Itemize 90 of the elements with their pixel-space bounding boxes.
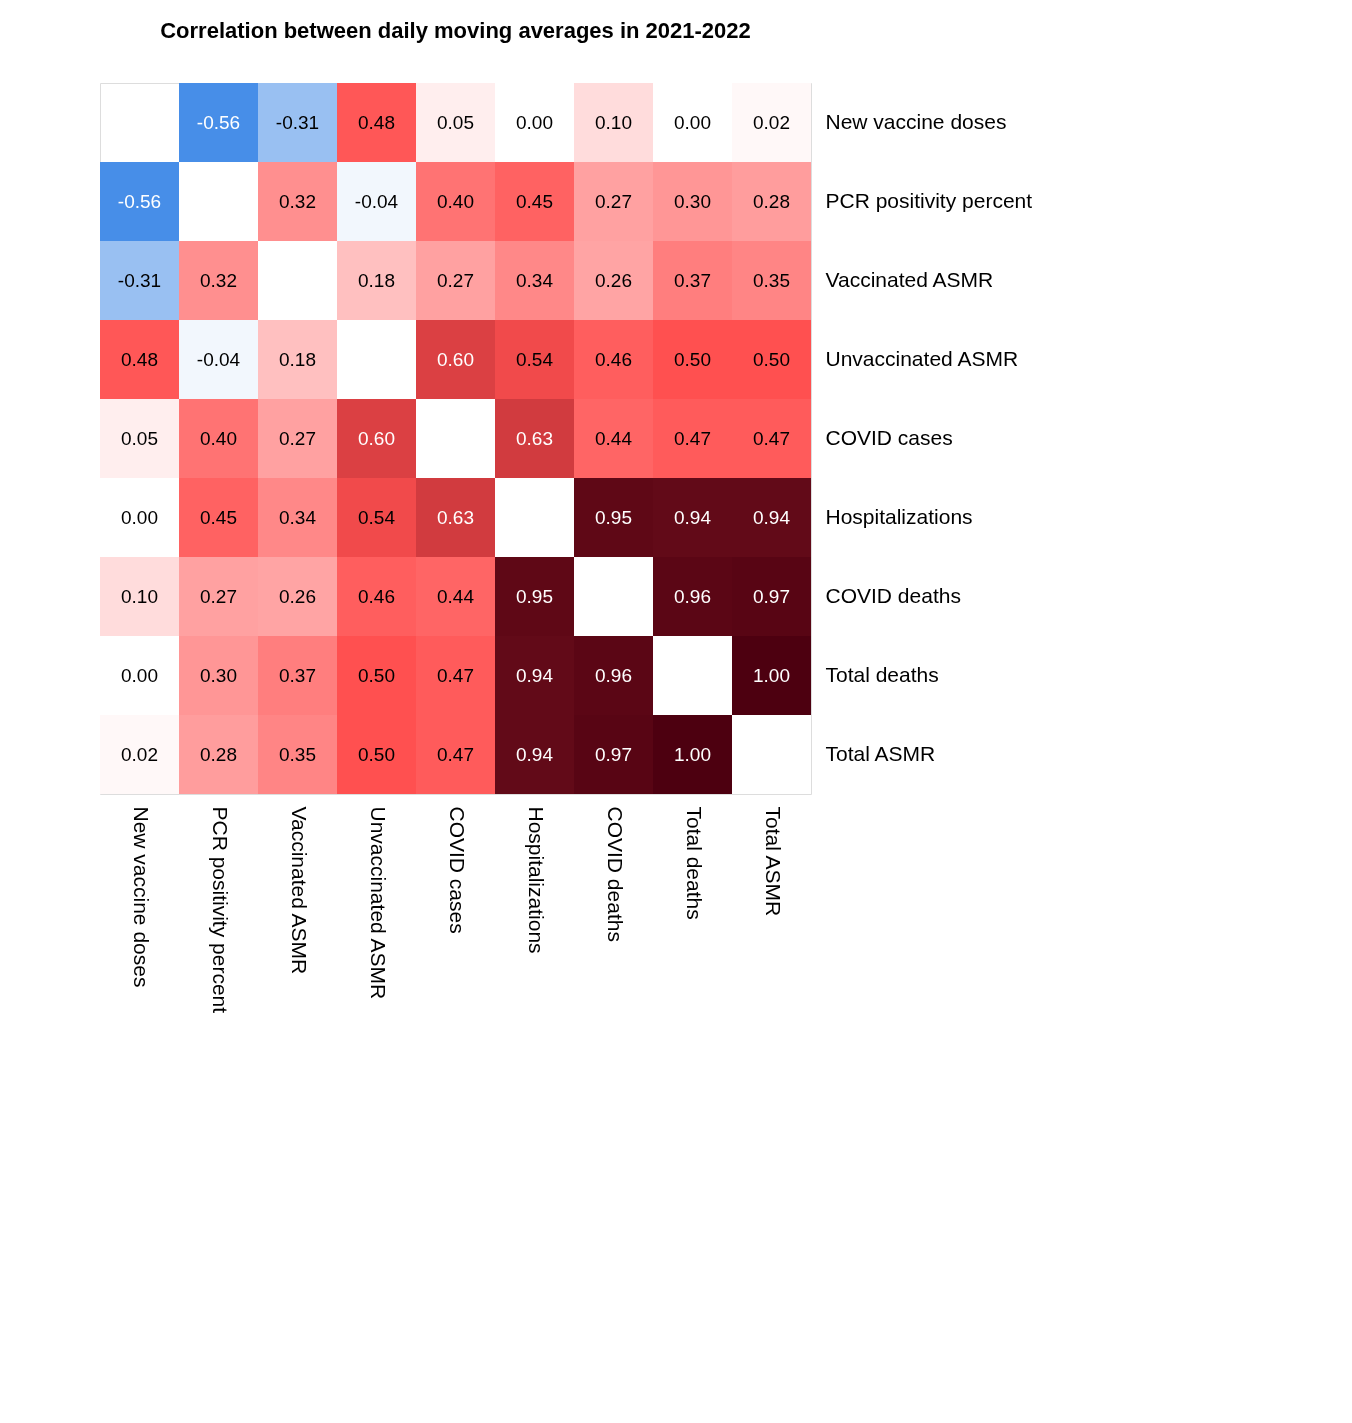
x-tick-label: PCR positivity percent [208, 806, 232, 1014]
data-label: 0.40 [437, 190, 474, 212]
data-label: 0.00 [121, 506, 158, 528]
data-label: 0.28 [753, 190, 790, 212]
data-label: 0.54 [516, 348, 554, 370]
data-label: -0.31 [117, 269, 162, 291]
data-label: 0.18 [279, 348, 316, 370]
data-label: 0.18 [358, 269, 395, 291]
data-label: 0.96 [595, 664, 632, 686]
data-label: 0.47 [437, 664, 474, 686]
data-label: 0.00 [674, 111, 711, 133]
y-tick-label: Total ASMR [825, 741, 936, 765]
data-label: -0.04 [354, 190, 399, 212]
data-label: 0.94 [516, 664, 554, 686]
data-label: 0.05 [437, 111, 474, 133]
data-label: 0.97 [595, 743, 632, 765]
data-label: 0.45 [200, 506, 237, 528]
data-label: 0.50 [674, 348, 711, 370]
data-label: 0.46 [358, 585, 395, 607]
data-label: 0.50 [358, 664, 395, 686]
data-label: -0.31 [275, 111, 320, 133]
data-label: 0.45 [516, 190, 553, 212]
data-label: 0.34 [279, 506, 317, 528]
data-label: 0.05 [121, 427, 158, 449]
data-label: 0.94 [753, 506, 791, 528]
data-label: 0.54 [358, 506, 396, 528]
data-label: 0.26 [279, 585, 316, 607]
x-tick-label: Total deaths [682, 806, 706, 920]
x-tick-label: COVID deaths [603, 806, 627, 942]
data-label: 0.60 [437, 348, 474, 370]
x-tick-label: COVID cases [445, 806, 469, 934]
data-label: 0.60 [358, 427, 395, 449]
data-label: -0.04 [196, 348, 241, 370]
data-label: 1.00 [753, 664, 790, 686]
data-label: 0.30 [674, 190, 711, 212]
y-tick-label: Vaccinated ASMR [825, 267, 994, 291]
data-label: 0.46 [595, 348, 632, 370]
data-label: 0.00 [516, 111, 553, 133]
data-label: 0.95 [595, 506, 632, 528]
y-tick-label: Unvaccinated ASMR [825, 346, 1019, 370]
data-label: 0.10 [121, 585, 158, 607]
data-label: 0.47 [437, 743, 474, 765]
data-label: 0.63 [516, 427, 553, 449]
y-tick-label: Hospitalizations [825, 504, 973, 528]
data-label: 1.00 [674, 743, 711, 765]
data-label: 0.35 [753, 269, 790, 291]
data-label: 0.44 [437, 585, 475, 607]
data-label: 0.40 [200, 427, 237, 449]
x-tick-label: New vaccine doses [129, 806, 153, 988]
data-label: 0.37 [674, 269, 711, 291]
data-label: 0.26 [595, 269, 632, 291]
data-label: 0.30 [200, 664, 237, 686]
data-label: 0.63 [437, 506, 474, 528]
y-tick-label: New vaccine doses [825, 109, 1007, 133]
data-label: 0.94 [516, 743, 554, 765]
x-tick-label: Vaccinated ASMR [287, 806, 311, 975]
data-label: 0.00 [121, 664, 158, 686]
y-tick-label: Total deaths [825, 662, 939, 686]
data-label: 0.94 [674, 506, 712, 528]
data-label: 0.47 [753, 427, 790, 449]
data-label: 0.02 [121, 743, 158, 765]
data-label: -0.56 [117, 190, 162, 212]
data-label: 0.27 [437, 269, 474, 291]
chart-title: Correlation between daily moving averages in 2021-2022 [160, 18, 751, 43]
data-label: 0.32 [200, 269, 237, 291]
data-label: 0.97 [753, 585, 790, 607]
x-tick-label: Unvaccinated ASMR [366, 806, 390, 1000]
data-label: 0.27 [279, 427, 316, 449]
data-label: 0.50 [753, 348, 790, 370]
data-label: 0.27 [595, 190, 632, 212]
data-label: -0.56 [196, 111, 241, 133]
y-tick-label: PCR positivity percent [825, 188, 1033, 212]
y-tick-label: COVID deaths [825, 583, 961, 607]
data-label: 0.50 [358, 743, 395, 765]
data-label: 0.44 [595, 427, 633, 449]
data-label: 0.32 [279, 190, 316, 212]
data-label: 0.48 [358, 111, 395, 133]
data-label: 0.28 [200, 743, 237, 765]
data-label: 0.95 [516, 585, 553, 607]
data-label: 0.35 [279, 743, 316, 765]
data-label: 0.27 [200, 585, 237, 607]
data-label: 0.47 [674, 427, 711, 449]
data-label: 0.48 [121, 348, 158, 370]
y-tick-label: COVID cases [825, 425, 953, 449]
data-label: 0.37 [279, 664, 316, 686]
data-label: 0.34 [516, 269, 554, 291]
x-tick-label: Hospitalizations [524, 806, 548, 954]
data-label: 0.96 [674, 585, 711, 607]
data-label: 0.10 [595, 111, 632, 133]
data-label: 0.02 [753, 111, 790, 133]
